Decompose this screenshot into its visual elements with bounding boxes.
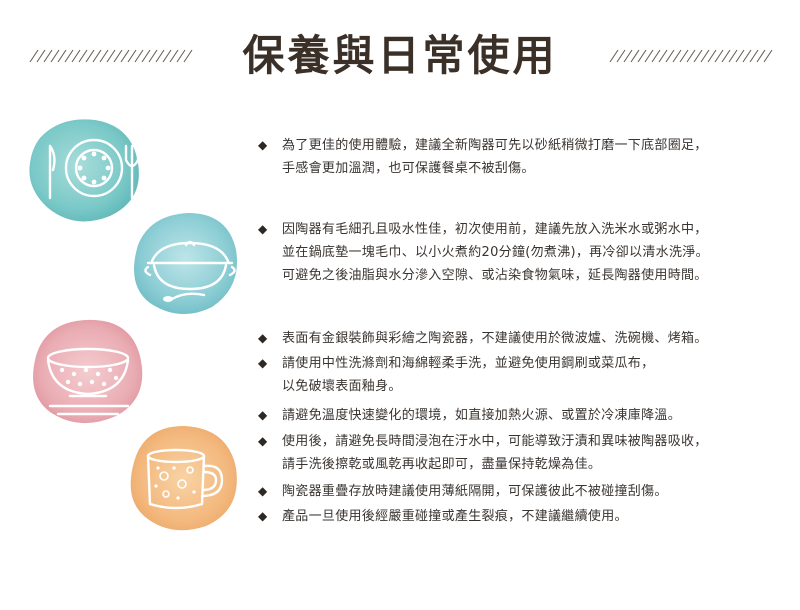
hatch-decoration-right: [609, 49, 773, 63]
header: 保養與日常使用: [0, 28, 800, 88]
item-line: 請使用中性洗滌劑和海綿輕柔手洗，並避免使用鋼刷或菜瓜布，: [282, 356, 655, 371]
cooking-pot-icon: [134, 213, 237, 315]
item-line: 以免破壞表面釉身。: [282, 379, 402, 394]
item-line: 產品一旦使用後經嚴重碰撞或產生裂痕，不建議繼續使用。: [282, 509, 628, 524]
item-line: 並在鍋底墊一塊毛巾、以小火煮約20分鐘(勿煮沸)，再冷卻以清水洗淨。: [282, 245, 709, 260]
item-line: 為了更佳的使用體驗，建議全新陶器可先以砂紙稍微打磨一下底部圈足，: [282, 138, 708, 153]
care-item-3: ◆ 表面有金銀裝飾與彩繪之陶瓷器，不建議使用於微波爐、洗碗機、烤箱。: [258, 327, 778, 350]
diamond-bullet-icon: ◆: [258, 484, 268, 498]
item-line: 請手洗後擦乾或風乾再收起即可，盡量保持乾燥為佳。: [282, 457, 602, 472]
care-item-6: ◆ 使用後，請避免長時間浸泡在汙水中，可能導致汙漬和異味被陶器吸收， 請手洗後擦…: [258, 430, 778, 476]
item-line: 因陶器有毛細孔且吸水性佳，初次使用前，建議先放入洗米水或粥水中，: [282, 222, 708, 237]
item-line: 表面有金銀裝飾與彩繪之陶瓷器，不建議使用於微波爐、洗碗機、烤箱。: [282, 331, 708, 346]
item-line: 請避免溫度快速變化的環境，如直接加熱火源、或置於冷凍庫降溫。: [282, 408, 682, 423]
item-line: 手感會更加溫潤，也可保護餐桌不被刮傷。: [282, 161, 535, 176]
diamond-bullet-icon: ◆: [258, 356, 268, 370]
mug-icon: [130, 426, 237, 531]
diamond-bullet-icon: ◆: [258, 509, 268, 523]
hatch-decoration-left: [29, 49, 193, 63]
plate-and-cutlery-icon: [29, 119, 140, 222]
diamond-bullet-icon: ◆: [258, 434, 268, 448]
diamond-bullet-icon: ◆: [258, 222, 268, 236]
diamond-bullet-icon: ◆: [258, 331, 268, 345]
care-item-5: ◆ 請避免溫度快速變化的環境，如直接加熱火源、或置於冷凍庫降溫。: [258, 404, 778, 427]
rice-bowl-icon: [33, 319, 143, 424]
care-item-7: ◆ 陶瓷器重疊存放時建議使用薄紙隔開，可保護彼此不被碰撞刮傷。: [258, 480, 778, 503]
diamond-bullet-icon: ◆: [258, 408, 268, 422]
care-item-1: ◆ 為了更佳的使用體驗，建議全新陶器可先以砂紙稍微打磨一下底部圈足， 手感會更加…: [258, 134, 778, 180]
care-item-2: ◆ 因陶器有毛細孔且吸水性佳，初次使用前，建議先放入洗米水或粥水中， 並在鍋底墊…: [258, 218, 778, 287]
diamond-bullet-icon: ◆: [258, 138, 268, 152]
care-item-4: ◆ 請使用中性洗滌劑和海綿輕柔手洗，並避免使用鋼刷或菜瓜布， 以免破壞表面釉身。: [258, 352, 778, 398]
item-line: 使用後，請避免長時間浸泡在汙水中，可能導致汙漬和異味被陶器吸收，: [282, 434, 708, 449]
item-line: 可避免之後油脂與水分滲入空隙、或沾染食物氣味，延長陶器使用時間。: [282, 268, 708, 283]
item-line: 陶瓷器重疊存放時建議使用薄紙隔開，可保護彼此不被碰撞刮傷。: [282, 484, 668, 499]
page-title: 保養與日常使用: [242, 31, 558, 80]
care-item-8: ◆ 產品一旦使用後經嚴重碰撞或產生裂痕，不建議繼續使用。: [258, 505, 778, 528]
